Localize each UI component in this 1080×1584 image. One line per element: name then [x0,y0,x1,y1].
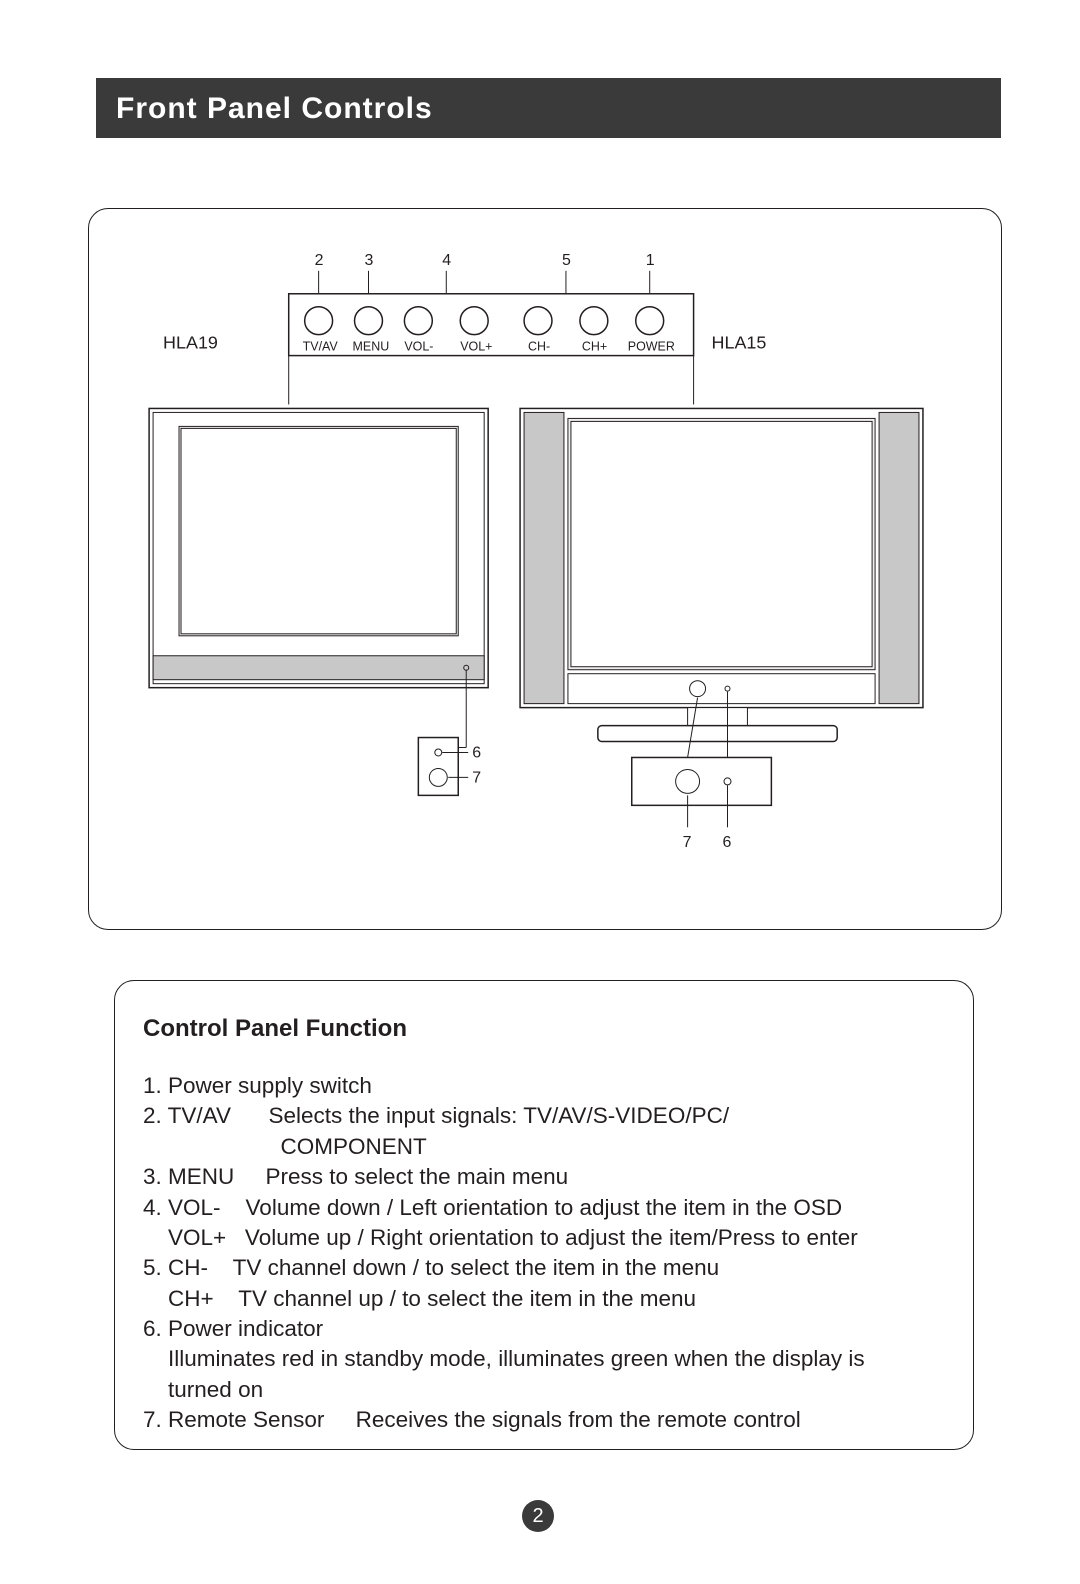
section-title: Front Panel Controls [116,92,433,125]
btn-label-menu: MENU [353,340,390,354]
tv-left [149,408,488,747]
callout-6a: 6 [472,744,481,761]
callout-7a: 7 [472,769,481,786]
section-title-bar: Front Panel Controls [96,78,1001,138]
function-title: Control Panel Function [143,1015,945,1043]
callout-7b: 7 [683,834,692,851]
callout-3: 3 [365,252,374,269]
callout-4: 4 [442,252,451,269]
btn-label-power: POWER [628,340,675,354]
callout-5: 5 [562,252,571,269]
diagram-panel: TV/AV MENU VOL- VOL+ CH- CH+ POWER 2 3 4… [88,208,1002,930]
callout-6b: 6 [723,834,732,851]
model-right-label: HLA15 [712,333,767,353]
model-left-label: HLA19 [163,333,218,353]
btn-label-volminus: VOL- [404,340,433,354]
tv-right [520,408,923,741]
btn-label-chminus: CH- [528,340,550,354]
tv-left-detail: 6 7 [418,738,481,796]
btn-label-chplus: CH+ [582,340,607,354]
function-body: 1. Power supply switch 2. TV/AV Selects … [143,1071,945,1436]
diagram-svg: TV/AV MENU VOL- VOL+ CH- CH+ POWER 2 3 4… [89,209,1001,929]
btn-label-tvav: TV/AV [303,340,339,354]
btn-label-volplus: VOL+ [460,340,492,354]
callout-2: 2 [315,252,324,269]
callout-1: 1 [646,252,655,269]
page-number: 2 [532,1505,543,1527]
function-panel: Control Panel Function 1. Power supply s… [114,980,974,1450]
page-number-badge: 2 [522,1500,554,1532]
